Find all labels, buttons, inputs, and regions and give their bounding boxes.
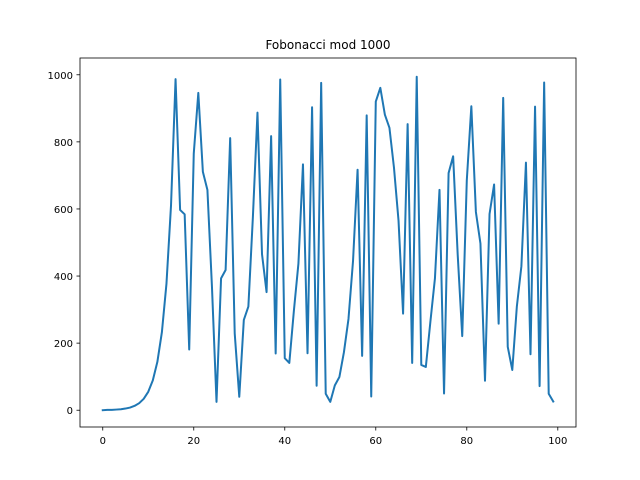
axes-frame bbox=[79, 57, 577, 428]
x-tick-label: 80 bbox=[460, 436, 473, 447]
x-tick-label: 60 bbox=[369, 436, 382, 447]
x-tick-label: 40 bbox=[278, 436, 291, 447]
x-tick-label: 0 bbox=[100, 436, 106, 447]
series-line-0 bbox=[101, 75, 555, 412]
y-tick-label: 200 bbox=[54, 339, 73, 350]
y-tick-label: 1000 bbox=[48, 71, 73, 82]
plot-area bbox=[101, 75, 555, 412]
chart-title: Fobonacci mod 1000 bbox=[265, 38, 390, 52]
y-tick-label: 600 bbox=[54, 205, 73, 216]
x-tick-label: 100 bbox=[548, 436, 567, 447]
y-tick-label: 0 bbox=[67, 406, 73, 417]
y-tick-label: 800 bbox=[54, 138, 73, 149]
y-tick-label: 400 bbox=[54, 272, 73, 283]
x-tick-label: 20 bbox=[187, 436, 200, 447]
